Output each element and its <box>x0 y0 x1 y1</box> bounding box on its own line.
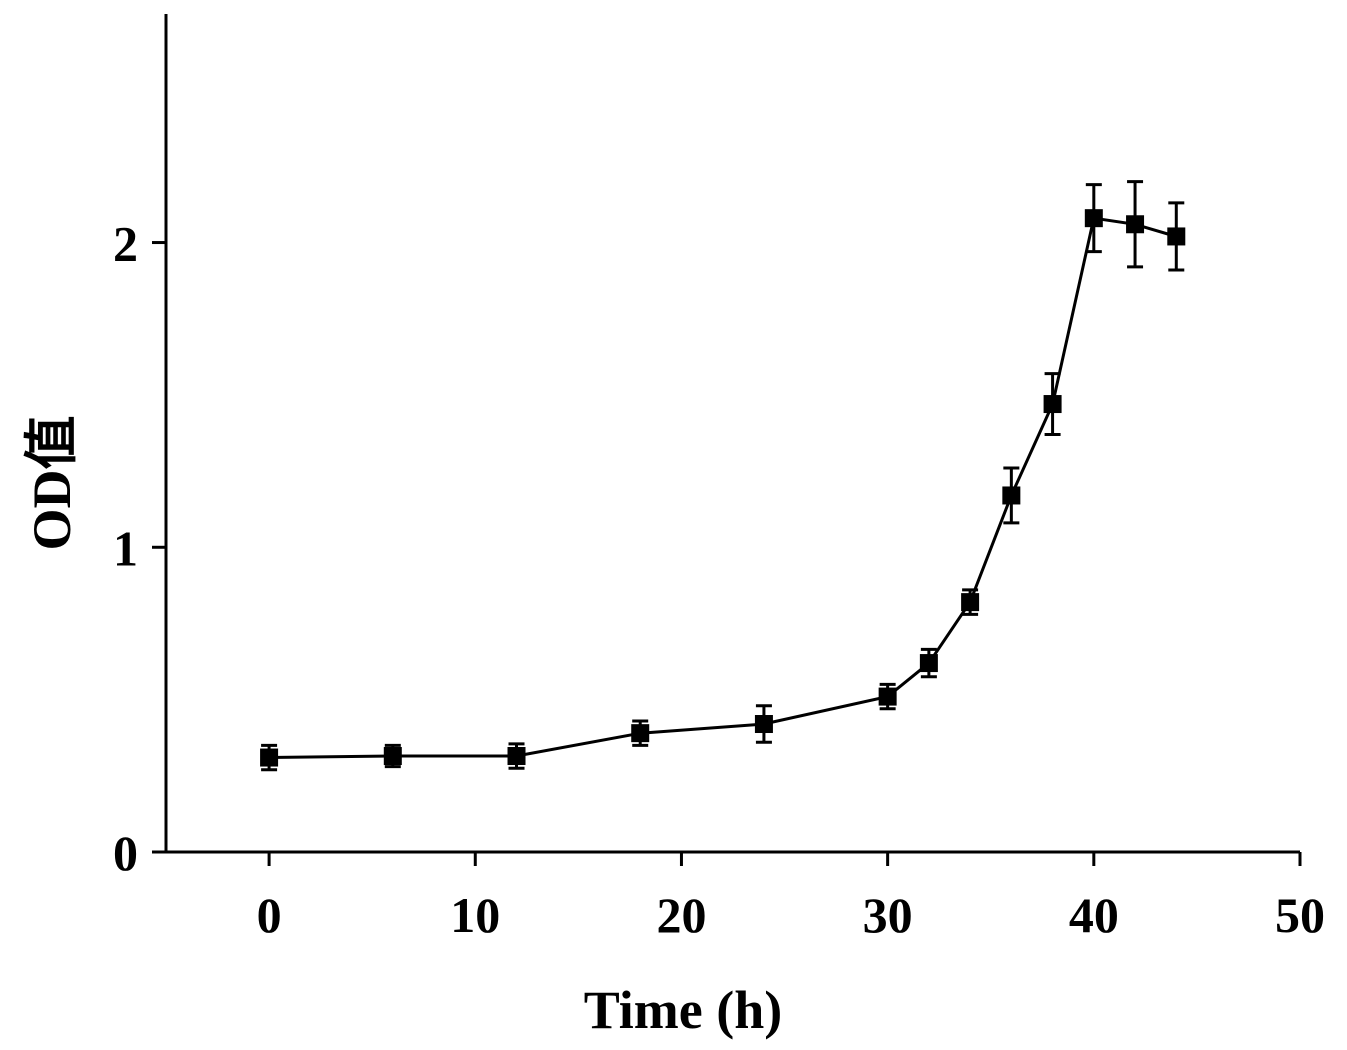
data-point <box>961 593 980 612</box>
axes <box>164 14 1300 854</box>
y-tick-label-2: 2 <box>113 216 138 272</box>
y-tick-label-1: 1 <box>113 520 138 576</box>
y-axis-title: OD值 <box>22 416 82 551</box>
x-tick-label-10: 10 <box>450 887 500 943</box>
data-point <box>507 747 526 766</box>
x-tick-label-0: 0 <box>257 887 282 943</box>
x-tick-label-40: 40 <box>1069 887 1119 943</box>
data-point <box>1167 227 1186 246</box>
x-ticks: 0 10 20 30 40 50 <box>257 852 1325 943</box>
data-point <box>1084 209 1103 228</box>
x-tick-label-50: 50 <box>1275 887 1325 943</box>
x-tick-label-20: 20 <box>656 887 706 943</box>
data-point <box>260 748 279 767</box>
y-ticks: 0 1 2 <box>113 216 166 881</box>
data-point <box>754 715 773 734</box>
data-point <box>919 654 938 673</box>
x-axis-title: Time (h) <box>584 980 783 1040</box>
series-layer <box>260 180 1186 772</box>
data-point <box>878 687 897 706</box>
data-point <box>383 747 402 766</box>
data-point <box>1126 215 1145 234</box>
data-point <box>1002 486 1021 505</box>
series-line <box>269 216 1177 759</box>
data-point <box>1043 395 1062 414</box>
x-tick-label-30: 30 <box>863 887 913 943</box>
data-point <box>631 724 650 743</box>
y-tick-label-0: 0 <box>113 825 138 881</box>
